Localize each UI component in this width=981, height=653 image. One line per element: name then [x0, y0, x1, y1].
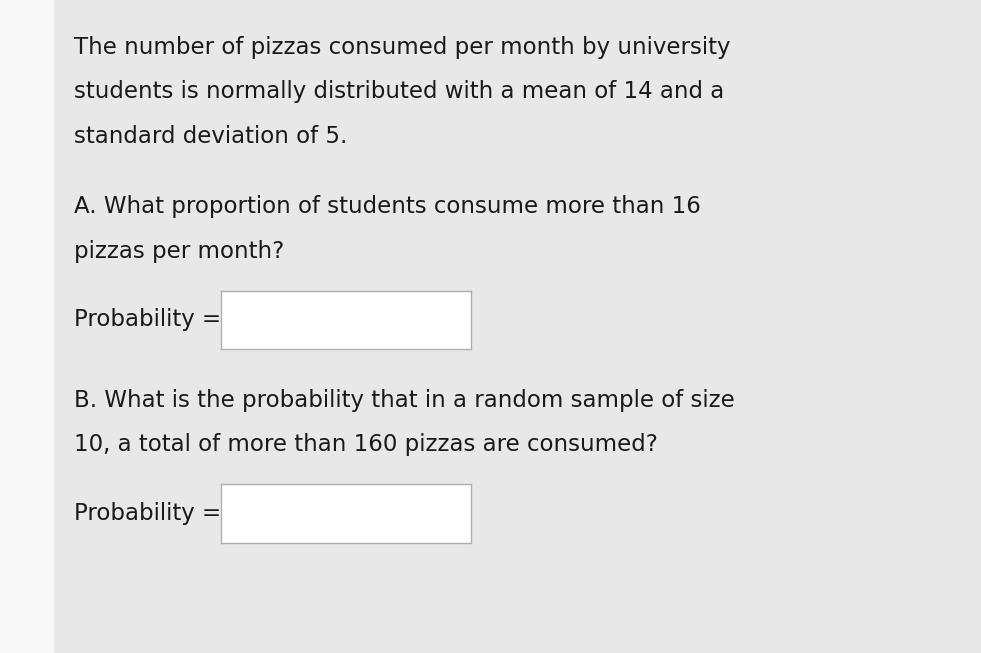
Bar — [0, 0, 54, 653]
Text: 10, a total of more than 160 pizzas are consumed?: 10, a total of more than 160 pizzas are … — [74, 433, 657, 456]
Text: students is normally distributed with a mean of 14 and a: students is normally distributed with a … — [74, 80, 724, 103]
Text: Probability =: Probability = — [74, 308, 221, 332]
Text: pizzas per month?: pizzas per month? — [74, 240, 284, 263]
Text: B. What is the probability that in a random sample of size: B. What is the probability that in a ran… — [74, 389, 735, 411]
Text: A. What proportion of students consume more than 16: A. What proportion of students consume m… — [74, 195, 700, 218]
Text: Probability =: Probability = — [74, 502, 221, 525]
Text: The number of pizzas consumed per month by university: The number of pizzas consumed per month … — [74, 36, 730, 59]
Text: standard deviation of 5.: standard deviation of 5. — [74, 125, 347, 148]
